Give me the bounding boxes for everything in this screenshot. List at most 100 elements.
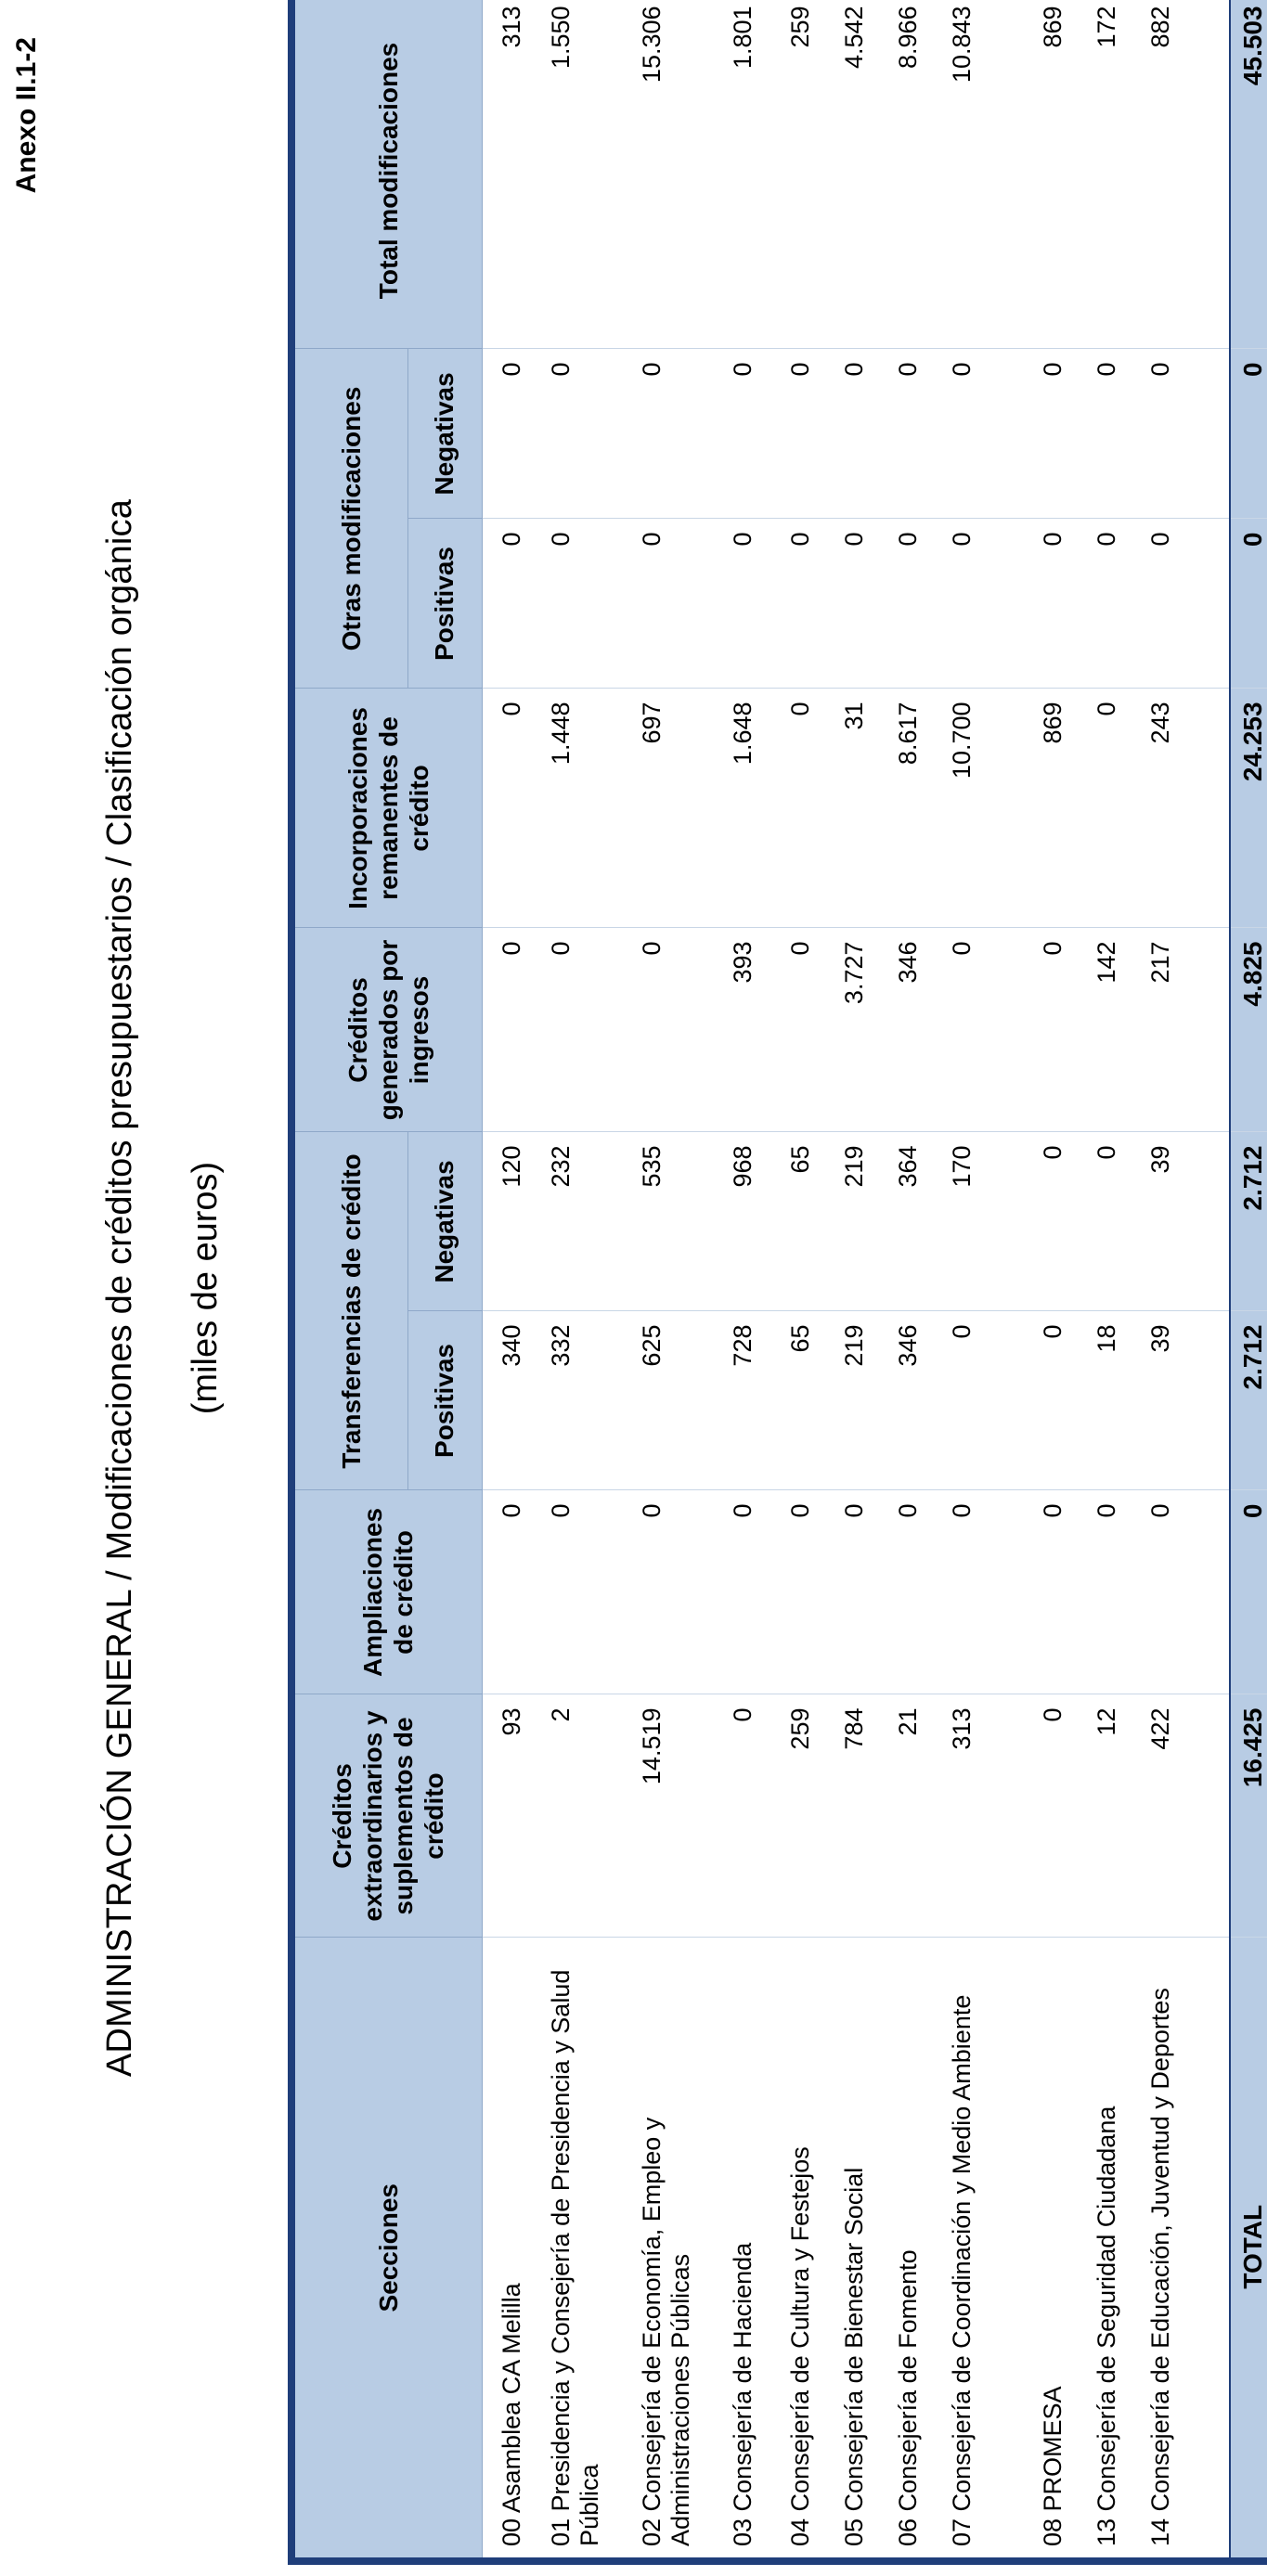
cell-cred-extra: 21	[886, 1694, 940, 1938]
cell-otras-pos: 0	[833, 518, 886, 689]
cell-trans-neg: 364	[886, 1131, 940, 1311]
cell-total: 882	[1139, 0, 1230, 349]
table-row: 00 Asamblea CA Melilla 93 0 340 120 0 0 …	[482, 0, 539, 2561]
total-otras-pos: 0	[1230, 518, 1267, 689]
total-otras-neg: 0	[1230, 348, 1267, 519]
cell-otras-pos: 0	[1085, 518, 1139, 689]
row-seccion: 03 Consejería de Hacienda	[721, 1938, 779, 2561]
table-row: 04 Consejería de Cultura y Festejos 259 …	[779, 0, 833, 2561]
cell-incorporaciones: 243	[1139, 688, 1230, 928]
table-row: 13 Consejería de Seguridad Ciudadana 12 …	[1085, 0, 1139, 2561]
header-transferencias-negativas: Negativas	[407, 1131, 482, 1311]
cell-incorporaciones: 697	[630, 688, 721, 928]
cell-otras-pos: 0	[940, 518, 1031, 689]
cell-otras-neg: 0	[886, 348, 940, 519]
table-row: 02 Consejería de Economía, Empleo y Admi…	[630, 0, 721, 2561]
cell-cred-extra: 259	[779, 1694, 833, 1938]
cell-incorporaciones: 0	[1085, 688, 1139, 928]
cell-ampliaciones: 0	[833, 1490, 886, 1694]
header-total-modificaciones: Total modificaciones	[291, 0, 482, 349]
cell-generados: 0	[630, 927, 721, 1132]
cell-trans-pos: 340	[482, 1311, 539, 1490]
cell-incorporaciones: 1.448	[539, 688, 630, 928]
cell-otras-neg: 0	[721, 348, 779, 519]
cell-incorporaciones: 1.648	[721, 688, 779, 928]
cell-cred-extra: 93	[482, 1694, 539, 1938]
cell-cred-extra: 14.519	[630, 1694, 721, 1938]
cell-otras-neg: 0	[940, 348, 1031, 519]
cell-otras-pos: 0	[1031, 518, 1085, 689]
cell-trans-neg: 0	[1085, 1131, 1139, 1311]
cell-ampliaciones: 0	[539, 1490, 630, 1694]
cell-total: 4.542	[833, 0, 886, 349]
cell-ampliaciones: 0	[886, 1490, 940, 1694]
cell-otras-pos: 0	[886, 518, 940, 689]
row-seccion: 13 Consejería de Seguridad Ciudadana	[1085, 1938, 1139, 2561]
cell-cred-extra: 12	[1085, 1694, 1139, 1938]
cell-trans-pos: 625	[630, 1311, 721, 1490]
header-secciones: Secciones	[291, 1938, 482, 2561]
cell-cred-extra: 0	[1031, 1694, 1085, 1938]
header-generados: Créditos generados por ingresos	[291, 927, 482, 1132]
cell-generados: 0	[482, 927, 539, 1132]
cell-ampliaciones: 0	[482, 1490, 539, 1694]
cell-trans-neg: 39	[1139, 1131, 1230, 1311]
cell-generados: 0	[940, 927, 1031, 1132]
cell-trans-neg: 170	[940, 1131, 1031, 1311]
cell-incorporaciones: 10.700	[940, 688, 1031, 928]
row-seccion: 07 Consejería de Coordinación y Medio Am…	[940, 1938, 1031, 2561]
cell-generados: 346	[886, 927, 940, 1132]
cell-total: 172	[1085, 0, 1139, 349]
cell-total: 869	[1031, 0, 1085, 349]
cell-trans-pos: 0	[1031, 1311, 1085, 1490]
cell-otras-neg: 0	[482, 348, 539, 519]
cell-total: 1.550	[539, 0, 630, 349]
cell-otras-pos: 0	[1139, 518, 1230, 689]
cell-ampliaciones: 0	[940, 1490, 1031, 1694]
row-seccion: 01 Presidencia y Consejería de Presidenc…	[539, 1938, 630, 2561]
cell-trans-neg: 535	[630, 1131, 721, 1311]
cell-generados: 3.727	[833, 927, 886, 1132]
cell-ampliaciones: 0	[721, 1490, 779, 1694]
cell-cred-extra: 2	[539, 1694, 630, 1938]
cell-otras-pos: 0	[721, 518, 779, 689]
cell-ampliaciones: 0	[1139, 1490, 1230, 1694]
budget-modifications-table: Secciones Créditos extraordinarios y sup…	[288, 0, 1267, 2565]
cell-otras-neg: 0	[833, 348, 886, 519]
cell-cred-extra: 422	[1139, 1694, 1230, 1938]
cell-incorporaciones: 869	[1031, 688, 1085, 928]
cell-ampliaciones: 0	[779, 1490, 833, 1694]
page-title: ADMINISTRACIÓN GENERAL / Modificaciones …	[100, 498, 139, 2078]
cell-trans-neg: 0	[1031, 1131, 1085, 1311]
cell-incorporaciones: 8.617	[886, 688, 940, 928]
header-otras-negativas: Negativas	[407, 348, 482, 519]
cell-trans-neg: 232	[539, 1131, 630, 1311]
cell-otras-neg: 0	[779, 348, 833, 519]
cell-trans-pos: 346	[886, 1311, 940, 1490]
cell-trans-pos: 332	[539, 1311, 630, 1490]
cell-trans-pos: 0	[940, 1311, 1031, 1490]
total-ampliaciones: 0	[1230, 1490, 1267, 1694]
table-row: 07 Consejería de Coordinación y Medio Am…	[940, 0, 1031, 2561]
cell-otras-pos: 0	[539, 518, 630, 689]
cell-generados: 0	[779, 927, 833, 1132]
header-transferencias-positivas: Positivas	[407, 1311, 482, 1490]
cell-ampliaciones: 0	[1031, 1490, 1085, 1694]
cell-generados: 217	[1139, 927, 1230, 1132]
cell-generados: 142	[1085, 927, 1139, 1132]
cell-total: 313	[482, 0, 539, 349]
cell-trans-neg: 65	[779, 1131, 833, 1311]
cell-total: 10.843	[940, 0, 1031, 349]
cell-ampliaciones: 0	[630, 1490, 721, 1694]
cell-generados: 0	[539, 927, 630, 1132]
table-row: 01 Presidencia y Consejería de Presidenc…	[539, 0, 630, 2561]
row-seccion: 00 Asamblea CA Melilla	[482, 1938, 539, 2561]
cell-generados: 393	[721, 927, 779, 1132]
cell-otras-neg: 0	[630, 348, 721, 519]
cell-otras-neg: 0	[539, 348, 630, 519]
total-incorporaciones: 24.253	[1230, 688, 1267, 928]
units-subtitle: (miles de euros)	[186, 1161, 225, 1415]
cell-incorporaciones: 0	[482, 688, 539, 928]
total-cred-extra: 16.425	[1230, 1694, 1267, 1938]
